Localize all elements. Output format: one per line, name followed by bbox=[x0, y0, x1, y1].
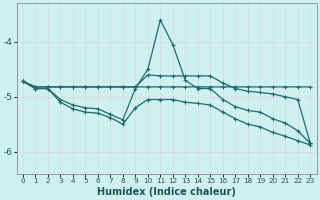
X-axis label: Humidex (Indice chaleur): Humidex (Indice chaleur) bbox=[97, 187, 236, 197]
